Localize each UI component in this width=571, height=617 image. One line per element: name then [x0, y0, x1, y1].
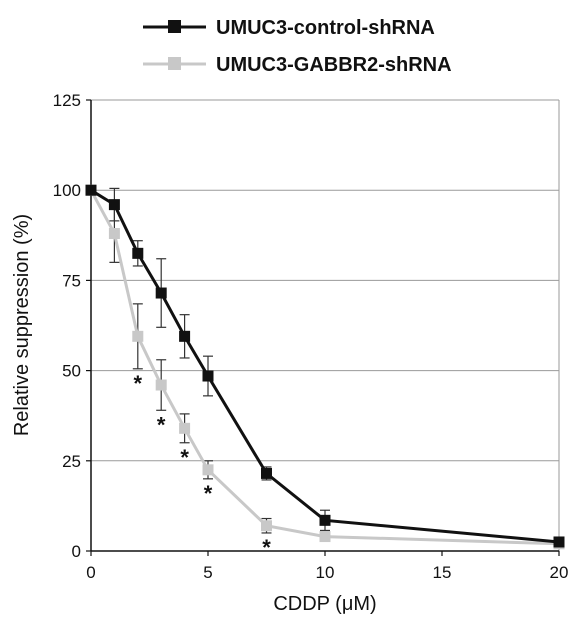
y-tick-label: 125 — [53, 91, 81, 110]
x-tick-label: 10 — [316, 563, 335, 582]
data-point — [261, 467, 272, 479]
significance-star: * — [157, 412, 166, 437]
legend-marker-control — [168, 20, 181, 33]
series-layer — [85, 184, 565, 550]
axes — [86, 99, 560, 556]
data-point — [319, 514, 331, 526]
data-point — [319, 531, 331, 543]
data-point — [202, 464, 214, 476]
significance-star: * — [134, 371, 143, 396]
y-tick-label: 0 — [72, 542, 81, 561]
significance-star: * — [180, 445, 189, 470]
gridlines — [91, 99, 560, 551]
x-tick-label: 0 — [86, 563, 95, 582]
data-point — [85, 184, 97, 196]
series-gabbr2 — [85, 184, 565, 550]
y-tick-label: 75 — [62, 271, 81, 290]
data-point — [108, 227, 120, 239]
significance-star: * — [204, 481, 213, 506]
data-point — [553, 536, 565, 548]
legend-label-gabbr2: UMUC3-GABBR2-shRNA — [216, 54, 452, 76]
legend-entry-gabbr2: UMUC3-GABBR2-shRNA — [143, 54, 452, 76]
y-axis-label: Relative suppression (%) — [11, 214, 33, 436]
x-tick-label: 5 — [203, 563, 212, 582]
data-point — [179, 330, 191, 342]
data-point — [179, 422, 191, 434]
legend-entry-control: UMUC3-control-shRNA — [143, 17, 435, 39]
y-tick-label: 100 — [53, 181, 81, 200]
data-point — [261, 520, 272, 532]
x-tick-label: 20 — [550, 563, 569, 582]
data-point — [132, 247, 144, 259]
legend: UMUC3-control-shRNA UMUC3-GABBR2-shRNA — [143, 17, 452, 76]
x-axis-label: CDDP (μM) — [273, 593, 376, 615]
data-point — [155, 287, 167, 299]
annotations: * * * * * — [134, 371, 272, 560]
data-point — [132, 330, 144, 342]
data-point — [108, 199, 120, 211]
data-point — [202, 370, 214, 382]
y-tick-label: 50 — [62, 362, 81, 381]
data-point — [155, 379, 167, 391]
x-tick-label: 15 — [433, 563, 452, 582]
legend-marker-gabbr2 — [168, 57, 181, 70]
y-tick-label: 25 — [62, 452, 81, 471]
legend-label-control: UMUC3-control-shRNA — [216, 17, 435, 39]
significance-star: * — [262, 535, 271, 560]
series-control — [85, 184, 565, 548]
tick-labels: 0 25 50 75 100 125 0 5 10 15 20 — [53, 91, 569, 582]
